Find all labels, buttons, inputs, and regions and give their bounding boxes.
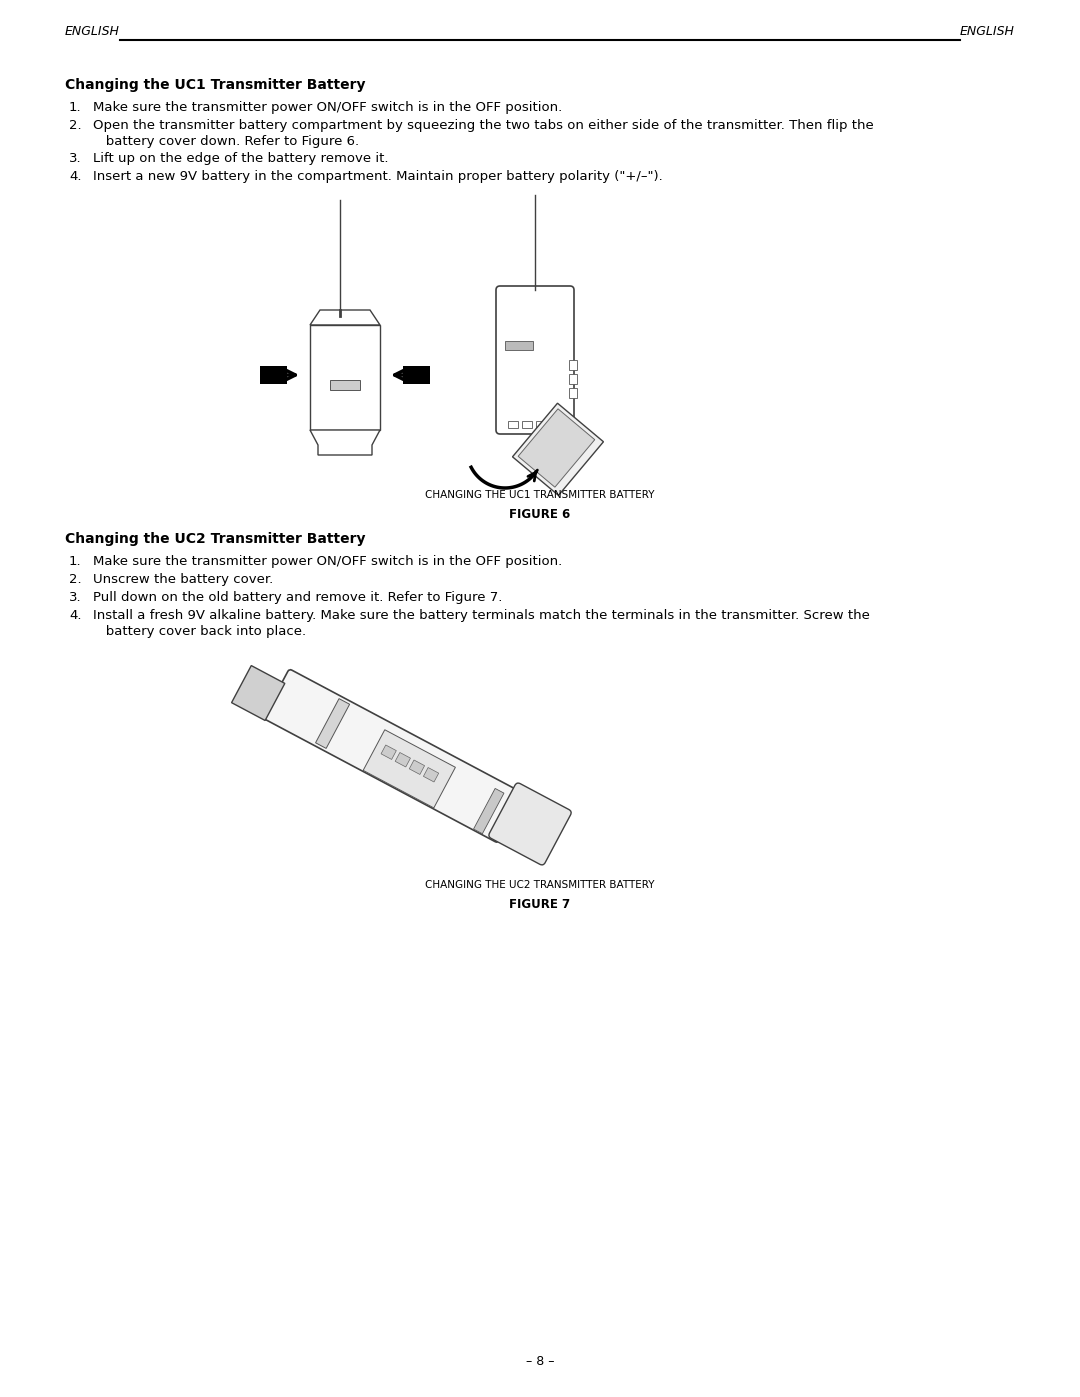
Text: battery cover down. Refer to Figure 6.: battery cover down. Refer to Figure 6. (93, 136, 360, 148)
Text: 4.: 4. (69, 170, 81, 183)
Polygon shape (310, 310, 380, 326)
FancyBboxPatch shape (264, 669, 523, 842)
Bar (508, 420, 518, 427)
Text: 1.: 1. (69, 101, 82, 115)
Text: 3.: 3. (69, 591, 82, 604)
Bar (536, 420, 546, 427)
Text: CHANGING THE UC1 TRANSMITTER BATTERY: CHANGING THE UC1 TRANSMITTER BATTERY (426, 490, 654, 500)
Text: 3.: 3. (69, 152, 82, 165)
Text: ENGLISH: ENGLISH (65, 25, 120, 38)
Text: FIGURE 7: FIGURE 7 (510, 898, 570, 911)
Text: Open the transmitter battery compartment by squeezing the two tabs on either sid: Open the transmitter battery compartment… (93, 119, 874, 131)
FancyBboxPatch shape (489, 784, 571, 865)
Text: 1.: 1. (69, 555, 82, 569)
Text: Unscrew the battery cover.: Unscrew the battery cover. (93, 573, 273, 585)
Bar (473, 788, 504, 834)
Bar (310, 326, 380, 430)
Bar (315, 698, 350, 749)
Bar (363, 729, 456, 807)
FancyBboxPatch shape (496, 286, 573, 434)
Text: Make sure the transmitter power ON/OFF switch is in the OFF position.: Make sure the transmitter power ON/OFF s… (93, 555, 563, 569)
Text: battery cover back into place.: battery cover back into place. (93, 624, 306, 638)
Text: Changing the UC2 Transmitter Battery: Changing the UC2 Transmitter Battery (65, 532, 365, 546)
Text: Make sure the transmitter power ON/OFF switch is in the OFF position.: Make sure the transmitter power ON/OFF s… (93, 101, 563, 115)
Bar (518, 409, 595, 488)
Polygon shape (403, 366, 430, 384)
Bar (505, 341, 534, 351)
Text: Install a fresh 9V alkaline battery. Make sure the battery terminals match the t: Install a fresh 9V alkaline battery. Mak… (93, 609, 869, 622)
Bar (381, 745, 396, 760)
Bar (522, 420, 532, 427)
Polygon shape (260, 366, 287, 384)
Bar (569, 360, 577, 370)
Text: 2.: 2. (69, 573, 82, 585)
Text: Pull down on the old battery and remove it. Refer to Figure 7.: Pull down on the old battery and remove … (93, 591, 502, 604)
Text: Changing the UC1 Transmitter Battery: Changing the UC1 Transmitter Battery (65, 78, 365, 92)
Bar (513, 404, 604, 496)
Polygon shape (310, 430, 380, 455)
Text: ENGLISH: ENGLISH (960, 25, 1015, 38)
Bar (395, 753, 410, 767)
Text: FIGURE 6: FIGURE 6 (510, 509, 570, 521)
Text: 2.: 2. (69, 119, 82, 131)
Text: Insert a new 9V battery in the compartment. Maintain proper battery polarity ("+: Insert a new 9V battery in the compartme… (93, 170, 663, 183)
Bar (409, 760, 424, 774)
Bar (569, 388, 577, 398)
Bar (330, 380, 360, 390)
Text: – 8 –: – 8 – (526, 1355, 554, 1368)
Bar (423, 767, 438, 782)
Bar (231, 665, 285, 721)
Text: Lift up on the edge of the battery remove it.: Lift up on the edge of the battery remov… (93, 152, 389, 165)
Text: 4.: 4. (69, 609, 81, 622)
Bar (569, 374, 577, 384)
Text: CHANGING THE UC2 TRANSMITTER BATTERY: CHANGING THE UC2 TRANSMITTER BATTERY (426, 880, 654, 890)
